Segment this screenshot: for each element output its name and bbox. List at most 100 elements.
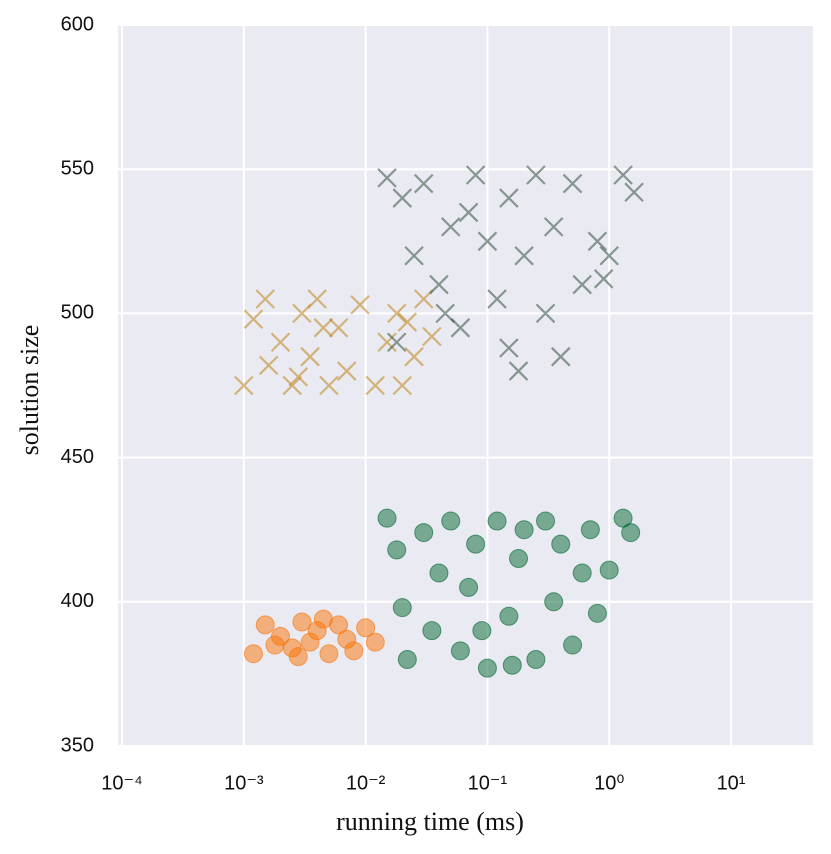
cross-stroke xyxy=(377,168,397,188)
x-tick-label: 10⁻² xyxy=(346,772,386,794)
cross-stroke xyxy=(288,367,309,387)
cross-point xyxy=(270,332,291,353)
cross-point xyxy=(499,338,519,358)
circle-point xyxy=(265,635,285,655)
y-tick-label: 350 xyxy=(61,734,94,756)
x-tick-label: 10⁰ xyxy=(594,772,624,794)
cross-point xyxy=(404,346,424,367)
cross-stroke xyxy=(243,309,264,329)
cross-point xyxy=(440,217,461,237)
cross-point xyxy=(572,274,592,295)
cross-stroke xyxy=(392,188,413,208)
cross-point xyxy=(365,375,386,396)
cross-stroke xyxy=(624,182,644,203)
cross-stroke xyxy=(458,202,479,223)
cross-stroke xyxy=(404,346,424,367)
cross-stroke xyxy=(508,361,529,381)
cross-point xyxy=(243,309,264,329)
cross-point xyxy=(336,361,357,381)
cross-point xyxy=(313,318,334,338)
cross-stroke xyxy=(386,332,407,353)
y-tick-label: 550 xyxy=(61,157,94,179)
circle-point xyxy=(429,563,449,583)
circle-point xyxy=(536,511,556,531)
circle-point xyxy=(599,560,619,580)
cross-point xyxy=(234,375,254,396)
circle-point xyxy=(502,655,522,675)
cross-stroke xyxy=(319,375,339,396)
cross-stroke xyxy=(535,303,556,324)
cross-point xyxy=(319,375,339,396)
cross-stroke xyxy=(440,217,461,237)
cross-stroke xyxy=(300,346,320,367)
circle-point xyxy=(526,649,546,669)
cross-stroke xyxy=(307,289,327,309)
circle-point xyxy=(499,606,519,626)
x-tick-label: 10⁻³ xyxy=(224,772,264,794)
circle-point xyxy=(414,523,434,543)
cross-stroke xyxy=(377,332,397,353)
cross-stroke xyxy=(550,346,571,367)
circle-point xyxy=(509,549,529,569)
cross-stroke xyxy=(499,338,519,358)
y-axis-label: solution size xyxy=(15,325,44,456)
cross-point xyxy=(307,289,327,309)
cross-stroke xyxy=(599,245,619,266)
cross-stroke xyxy=(593,269,614,289)
cross-stroke xyxy=(404,245,424,266)
y-tick-label: 500 xyxy=(61,302,94,324)
cross-stroke xyxy=(386,303,407,324)
cross-stroke xyxy=(350,294,370,315)
circle-point xyxy=(344,641,364,661)
cross-stroke xyxy=(365,375,386,396)
cross-point xyxy=(397,312,418,332)
cross-point xyxy=(465,165,486,185)
circle-point xyxy=(441,511,461,531)
cross-stroke xyxy=(613,165,633,185)
circle-point xyxy=(292,612,312,632)
cross-point xyxy=(593,269,614,289)
circle-point xyxy=(459,577,479,597)
cross-point xyxy=(255,289,276,309)
circle-point xyxy=(450,641,470,661)
x-tick-label: 10⁻⁴ xyxy=(101,772,142,794)
circle-point xyxy=(356,618,376,638)
cross-stroke xyxy=(450,318,471,338)
circle-point xyxy=(477,658,497,678)
cross-stroke xyxy=(562,173,583,194)
cross-stroke xyxy=(392,375,413,396)
circle-point xyxy=(466,534,486,554)
cross-stroke xyxy=(487,289,507,309)
cross-point xyxy=(413,173,434,194)
y-tick-label: 450 xyxy=(61,446,94,468)
cross-stroke xyxy=(587,231,608,252)
y-tick-label: 400 xyxy=(61,590,94,612)
cross-point xyxy=(535,303,556,324)
cross-stroke xyxy=(499,188,519,208)
x-tick-label: 10⁻¹ xyxy=(468,772,508,794)
cross-stroke xyxy=(429,274,449,295)
circle-point xyxy=(572,563,592,583)
cross-point xyxy=(613,165,633,185)
circle-point xyxy=(422,621,442,641)
x-axis-label: running time (ms) xyxy=(336,807,524,836)
circle-point xyxy=(319,644,339,664)
cross-point xyxy=(404,245,424,266)
cross-stroke xyxy=(465,165,486,185)
cross-point xyxy=(258,355,279,376)
cross-stroke xyxy=(572,274,592,295)
cross-point xyxy=(300,346,320,367)
cross-stroke xyxy=(258,355,279,376)
circle-point xyxy=(387,540,407,560)
cross-stroke xyxy=(270,332,291,353)
circle-point xyxy=(487,511,507,531)
cross-stroke xyxy=(397,312,418,332)
circle-point xyxy=(563,635,583,655)
circle-point xyxy=(587,603,607,623)
cross-point xyxy=(487,289,507,309)
cross-stroke xyxy=(234,375,254,396)
cross-point xyxy=(550,346,571,367)
cross-point xyxy=(392,188,413,208)
circle-point xyxy=(514,520,534,540)
cross-stroke xyxy=(526,165,546,185)
